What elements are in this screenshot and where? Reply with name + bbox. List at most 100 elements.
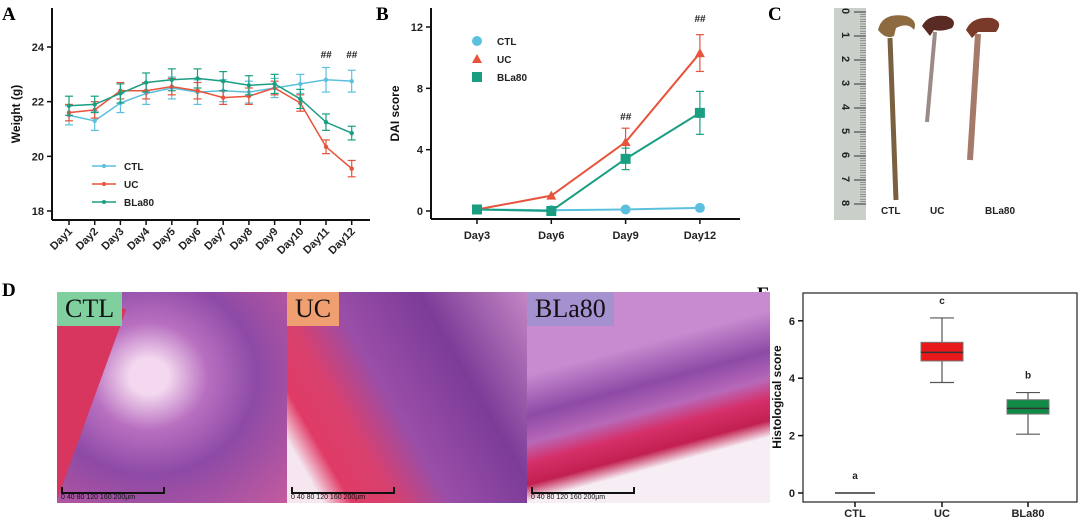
- circle-marker: [118, 91, 123, 96]
- significance-mark: ##: [620, 112, 632, 123]
- scale-bar: 0 40 80 120 160 200µm: [291, 487, 395, 501]
- circle-marker: [323, 77, 329, 83]
- y-tick-label: 0: [789, 488, 795, 500]
- legend-label: UC: [497, 55, 511, 66]
- y-tick-label: 8: [417, 83, 423, 95]
- x-tick-label: BLa80: [1011, 508, 1044, 520]
- x-tick-label: Day7: [202, 226, 229, 253]
- colon-ctl: [887, 37, 899, 201]
- ruler-number: 6: [839, 152, 851, 158]
- circle-marker: [349, 166, 354, 171]
- x-tick-label: CTL: [844, 508, 866, 520]
- scale-bar: 0 40 80 120 160 200µm: [531, 487, 635, 501]
- panel-a-label: A: [2, 4, 16, 25]
- x-tick-label: Day12: [326, 226, 357, 257]
- square-marker: [694, 107, 705, 118]
- x-tick-label: Day9: [612, 230, 638, 242]
- histology-label: BLa80: [527, 292, 614, 326]
- x-tick-label: Day8: [228, 226, 255, 253]
- panel-d-label: D: [2, 280, 16, 301]
- circle-marker: [102, 164, 106, 168]
- x-tick-label: Day6: [538, 230, 564, 242]
- significance-mark: ##: [346, 50, 358, 61]
- ruler: [834, 8, 866, 220]
- series-line-BLa80: [476, 112, 701, 213]
- circle-marker: [272, 81, 277, 87]
- legend-label: CTL: [124, 162, 143, 173]
- ruler-number: 5: [839, 128, 851, 134]
- legend-label: BLa80: [497, 73, 527, 84]
- circle-marker: [246, 83, 252, 88]
- x-tick-label: UC: [934, 508, 950, 520]
- histology-ctl: CTL 0 40 80 120 160 200µm: [57, 292, 287, 503]
- colon-bla80-cecum: [966, 17, 1000, 38]
- x-tick-label: Day6: [177, 226, 204, 253]
- square-marker: [546, 206, 557, 216]
- y-tick-label: 6: [789, 316, 795, 328]
- y-tick-label: 4: [417, 145, 424, 157]
- significance-letter: c: [939, 296, 945, 307]
- circle-marker: [298, 81, 303, 87]
- circle-marker: [169, 77, 174, 83]
- photo-label-BLa80: BLa80: [985, 206, 1015, 217]
- colon-bla80: [967, 33, 981, 161]
- y-tick-label: 20: [32, 151, 44, 163]
- ruler-number: 8: [839, 200, 851, 206]
- ruler-number: 7: [839, 176, 851, 182]
- triangle-marker: [694, 48, 705, 58]
- significance-letter: a: [852, 471, 858, 482]
- y-axis-label: Weight (g): [9, 85, 23, 143]
- y-tick-label: 24: [32, 42, 45, 54]
- circle-marker: [102, 182, 106, 186]
- legend-label: BLa80: [124, 198, 154, 209]
- triangle-marker: [472, 54, 482, 63]
- circle-marker: [66, 103, 72, 108]
- x-tick-label: Day2: [74, 226, 101, 253]
- circle-marker: [102, 200, 106, 204]
- x-tick-label: Day12: [684, 230, 716, 242]
- ruler-number: 2: [839, 56, 851, 62]
- y-tick-label: 4: [789, 373, 796, 385]
- circle-marker: [349, 130, 354, 136]
- y-tick-label: 0: [417, 206, 423, 218]
- circle-marker: [92, 118, 97, 124]
- ruler-number: 4: [839, 104, 851, 111]
- circle-marker: [143, 80, 149, 85]
- circle-marker: [195, 76, 200, 81]
- series-line-CTL: [68, 79, 352, 122]
- ruler-number: 1: [839, 32, 851, 38]
- histology-bla80: BLa80 0 40 80 120 160 200µm: [527, 292, 770, 503]
- square-marker: [472, 72, 482, 82]
- histology-uc: UC 0 40 80 120 160 200µm: [287, 292, 527, 503]
- circle-marker: [221, 95, 226, 100]
- x-tick-label: Day5: [151, 226, 178, 253]
- colon-uc-cecum: [922, 15, 954, 36]
- circle-marker: [298, 96, 303, 102]
- circle-marker: [349, 78, 354, 84]
- square-marker: [472, 204, 482, 215]
- circle-marker: [472, 36, 482, 46]
- circle-marker: [323, 144, 329, 149]
- y-axis-label: Histological score: [770, 345, 784, 449]
- ruler-number: 0: [839, 8, 851, 14]
- x-tick-label: Day1: [48, 226, 75, 253]
- scale-bar: 0 40 80 120 160 200µm: [61, 487, 165, 501]
- y-tick-label: 22: [32, 97, 44, 109]
- series-line-UC: [68, 85, 353, 170]
- legend-label: UC: [124, 180, 138, 191]
- panel-b-label: B: [376, 4, 389, 25]
- colon-photo: [834, 8, 1000, 220]
- histology-label: CTL: [57, 292, 123, 326]
- series-line-UC: [476, 52, 701, 211]
- circle-marker: [323, 119, 329, 125]
- circle-marker: [195, 88, 200, 93]
- triangle-marker: [546, 190, 557, 200]
- significance-letter: b: [1025, 371, 1031, 382]
- significance-mark: ##: [320, 50, 332, 61]
- x-tick-label: Day10: [275, 226, 306, 257]
- photo-label-CTL: CTL: [881, 206, 900, 217]
- panel-c-label: C: [768, 4, 782, 25]
- circle-marker: [694, 202, 705, 213]
- x-tick-label: Day4: [125, 225, 153, 253]
